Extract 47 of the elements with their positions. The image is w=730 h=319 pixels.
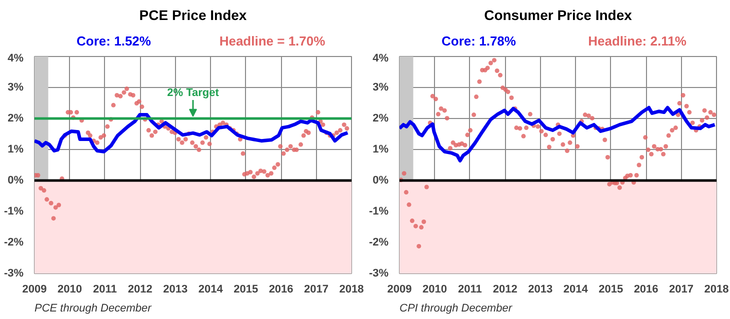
x-tick-label: 2015 <box>234 284 258 296</box>
x-tick-label: 2014 <box>198 284 224 296</box>
ref-line-label: 2% Target <box>167 86 220 99</box>
x-tick-label: 2014 <box>563 284 589 296</box>
line-series <box>400 106 716 162</box>
y-tick-label: 0% <box>372 174 389 186</box>
x-tick-label: 2013 <box>528 284 553 296</box>
line-series <box>34 113 350 154</box>
y-tick-label: 3% <box>372 82 389 94</box>
x-tick-label: 2009 <box>387 284 412 296</box>
y-tick-label: -1% <box>4 206 24 218</box>
y-tick-label: -2% <box>4 236 24 248</box>
y-tick-label: -3% <box>4 268 24 280</box>
y-tick-label: 4% <box>372 52 389 64</box>
x-tick-label: 2016 <box>634 284 658 296</box>
y-tick-label: 1% <box>8 144 24 156</box>
x-tick-label: 2011 <box>93 284 117 296</box>
y-tick-label: -1% <box>368 206 389 218</box>
y-tick-label: 4% <box>8 52 24 64</box>
x-tick-label: 2009 <box>22 284 47 296</box>
x-tick-label: 2016 <box>268 284 294 296</box>
x-tick-label: 2015 <box>598 284 624 296</box>
x-tick-label: 2013 <box>163 284 188 296</box>
text: PCE through December <box>34 302 153 314</box>
y-tick-label: 3% <box>8 82 24 94</box>
y-tick-label: 0% <box>8 174 24 186</box>
x-tick-label: 2017 <box>669 284 694 296</box>
text: CPI through December <box>400 302 514 314</box>
x-tick-label: 2010 <box>422 284 447 296</box>
x-tick-label: 2018 <box>339 284 364 296</box>
y-tick-label: 1% <box>372 144 389 156</box>
text: Core: 1.52% <box>76 34 152 49</box>
chart-title: PCE Price Index <box>139 7 247 24</box>
text: Headline: 2.11% <box>588 34 687 49</box>
x-tick-label: 2018 <box>704 284 729 296</box>
x-tick-label: 2010 <box>57 284 82 296</box>
y-tick-label: 2% <box>8 112 24 124</box>
x-tick-label: 2012 <box>128 284 152 296</box>
x-tick-label: 2017 <box>304 284 329 296</box>
y-tick-label: 2% <box>372 112 389 124</box>
x-tick-label: 2011 <box>458 284 482 296</box>
text: Headline = 1.70% <box>219 34 326 49</box>
x-tick-label: 2012 <box>492 284 518 296</box>
y-tick-label: -3% <box>368 268 389 280</box>
text: Core: 1.78% <box>442 34 516 49</box>
chart-title: Consumer Price Index <box>484 7 632 24</box>
y-tick-label: -2% <box>368 236 389 248</box>
